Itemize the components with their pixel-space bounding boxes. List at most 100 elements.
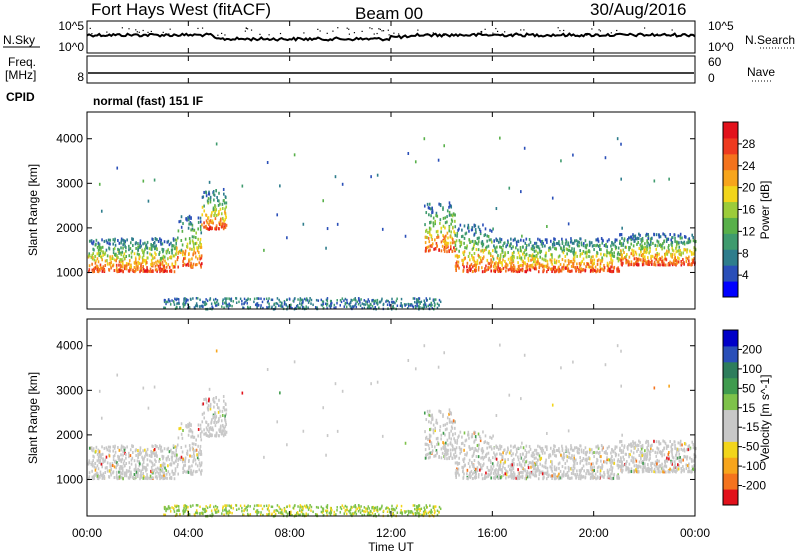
power-cell — [537, 238, 539, 241]
velocity-cell — [182, 458, 184, 461]
power-cell — [106, 259, 108, 262]
velocity-cell — [547, 470, 549, 473]
power-cell — [597, 270, 599, 273]
velocity-cell — [218, 417, 220, 420]
velocity-cell — [485, 434, 487, 437]
velocity-cell — [429, 414, 431, 417]
power-cell — [671, 244, 673, 247]
power-cell — [415, 160, 417, 163]
noise-search-dot — [378, 28, 379, 29]
power-cell — [322, 199, 324, 202]
velocity-cell — [647, 463, 649, 466]
velocity-cell — [646, 440, 648, 443]
power-cell — [512, 267, 514, 270]
noise-search-dot — [163, 32, 164, 33]
velocity-cell — [593, 451, 595, 454]
velocity-cell — [652, 449, 654, 452]
power-cell — [509, 244, 511, 247]
velocity-cell — [677, 441, 679, 444]
power-cell — [649, 247, 651, 250]
velocity-cell — [658, 468, 660, 471]
velocity-cell — [571, 472, 573, 475]
power-cell — [365, 300, 367, 303]
power-cell — [493, 265, 495, 268]
velocity-cell — [430, 414, 432, 417]
velocity-cell — [143, 466, 145, 469]
velocity-cell — [450, 449, 452, 452]
power-cell — [667, 253, 669, 256]
velocity-cell — [574, 467, 576, 470]
velocity-cell — [125, 474, 127, 477]
power-cell — [350, 299, 352, 302]
power-cell — [454, 220, 456, 223]
noise-search-dot — [224, 34, 225, 35]
velocity-cell — [609, 468, 611, 471]
power-cell — [340, 299, 342, 302]
power-cell — [498, 270, 500, 273]
velocity-cell — [642, 451, 644, 454]
velocity-cell — [487, 473, 489, 476]
velocity-cell — [655, 470, 657, 473]
power-colorbar-label: Power [dB] — [758, 181, 772, 240]
velocity-cell — [526, 472, 528, 475]
velocity-cell — [188, 467, 190, 470]
power-cell — [571, 240, 573, 243]
velocity-cell — [440, 410, 442, 413]
velocity-cell — [653, 440, 655, 443]
power-cell — [88, 254, 90, 257]
power-cell — [474, 224, 476, 227]
power-cell — [94, 267, 96, 270]
power-cell — [572, 154, 574, 157]
velocity-cell — [109, 450, 111, 453]
velocity-cell — [130, 475, 132, 478]
power-cell — [525, 242, 527, 245]
power-cell — [515, 246, 517, 249]
power-cell — [432, 242, 434, 245]
colorbar-tick-label: 24 — [742, 159, 756, 173]
power-cell — [247, 299, 249, 302]
power-cell — [358, 297, 360, 300]
velocity-cell — [444, 423, 446, 426]
velocity-cell — [171, 459, 173, 462]
power-cell — [340, 304, 342, 307]
velocity-cell — [533, 464, 535, 467]
power-cell — [658, 261, 660, 264]
velocity-cell — [456, 455, 458, 458]
velocity-cell — [213, 397, 215, 400]
power-cell — [176, 247, 178, 250]
power-cell — [186, 219, 188, 222]
power-cell — [443, 144, 445, 147]
velocity-cell — [92, 463, 94, 466]
velocity-cell — [576, 446, 578, 449]
power-cell — [633, 263, 635, 266]
noise-search-dot — [393, 33, 394, 34]
velocity-cell — [484, 477, 486, 480]
power-cell — [463, 242, 465, 245]
velocity-cell — [671, 451, 673, 454]
power-cell — [357, 301, 359, 304]
velocity-cell — [661, 467, 663, 470]
velocity-cell — [599, 476, 601, 479]
velocity-cell — [667, 460, 669, 463]
power-cell — [650, 243, 652, 246]
beam-title: Beam 00 — [355, 4, 423, 23]
power-cell — [436, 236, 438, 239]
power-cell — [201, 213, 203, 216]
power-cell — [485, 265, 487, 268]
velocity-cell — [510, 464, 512, 467]
velocity-cell — [158, 472, 160, 475]
velocity-cell — [193, 443, 195, 446]
power-cell — [534, 267, 536, 270]
velocity-cell — [517, 447, 519, 450]
velocity-cell — [114, 454, 116, 457]
velocity-cell — [633, 447, 635, 450]
velocity-cell — [665, 442, 667, 445]
power-cell — [216, 214, 218, 217]
velocity-cell — [500, 468, 502, 471]
velocity-cell — [517, 463, 519, 466]
power-cell — [565, 242, 567, 245]
velocity-cell — [104, 471, 106, 474]
power-cell — [151, 259, 153, 262]
velocity-cell — [97, 449, 99, 452]
